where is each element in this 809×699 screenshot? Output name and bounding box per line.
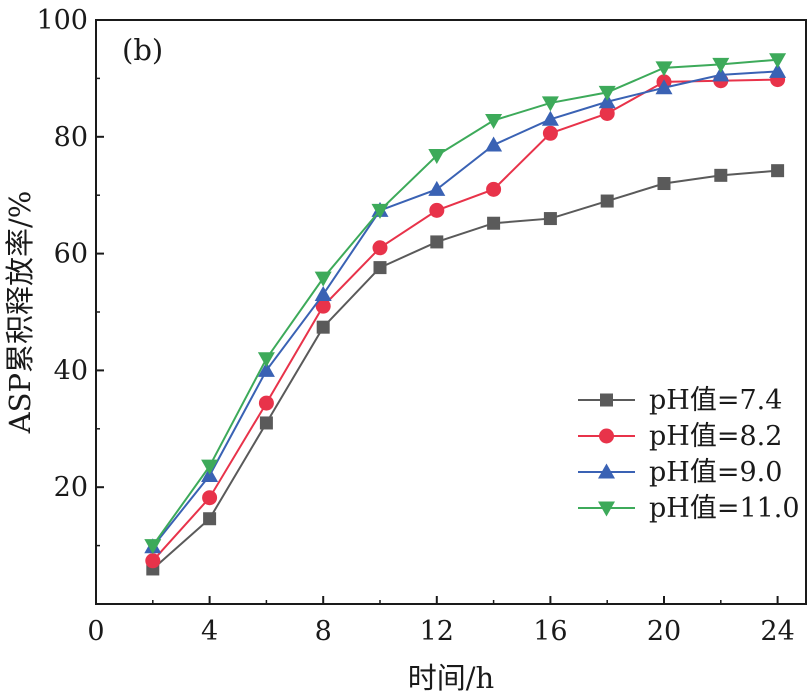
data-point (486, 181, 502, 197)
data-point (657, 177, 671, 191)
data-point (202, 490, 218, 506)
series-layer (144, 53, 787, 576)
legend-item: pH值=11.0 (578, 493, 800, 524)
data-point (314, 271, 332, 287)
data-point (314, 285, 332, 301)
legend-marker (599, 428, 614, 444)
legend-marker (598, 463, 615, 479)
data-point (430, 235, 444, 249)
data-point (201, 459, 219, 475)
data-point (316, 320, 330, 334)
series-line (151, 58, 778, 547)
y-tick-label: 80 (54, 122, 88, 153)
data-point (600, 194, 614, 208)
data-point (145, 553, 161, 569)
x-axis-label: 时间/h (408, 661, 494, 695)
data-point (259, 416, 273, 430)
series-line (152, 78, 778, 562)
legend-marker (598, 501, 615, 517)
legend: pH值=7.4 pH值=8.2 pH值=9.0 pH值=11.0 (578, 385, 800, 524)
data-point (712, 66, 730, 82)
data-point (598, 85, 616, 101)
panel-label: (b) (122, 33, 163, 67)
data-point (542, 125, 558, 141)
data-point (258, 395, 274, 411)
legend-item: pH值=8.2 (578, 421, 782, 452)
x-tick-label: 4 (201, 616, 218, 647)
x-tick-label: 8 (315, 616, 332, 647)
x-tick-label: 0 (87, 616, 104, 647)
data-point (487, 216, 501, 230)
data-point (541, 110, 559, 126)
data-point (315, 298, 331, 314)
data-point (771, 164, 785, 178)
legend-label: pH值=8.2 (649, 421, 782, 452)
data-point (714, 168, 728, 182)
series-2 (145, 72, 786, 569)
legend-label: pH值=11.0 (649, 493, 800, 524)
data-point (429, 202, 445, 218)
y-axis: 20 40 60 80 100 (36, 5, 104, 547)
data-point (373, 261, 387, 275)
legend-label: pH值=9.0 (649, 457, 782, 488)
data-point (428, 148, 446, 164)
data-point (257, 352, 275, 368)
data-point (655, 61, 673, 77)
data-point (712, 57, 730, 73)
y-tick-label: 40 (54, 355, 88, 386)
data-point (599, 105, 615, 121)
data-point (144, 539, 162, 555)
x-axis: 0 4 8 12 16 20 24 (87, 596, 795, 647)
data-point (485, 136, 503, 152)
series-4 (144, 53, 787, 555)
x-tick-label: 16 (533, 616, 567, 647)
data-point (485, 113, 503, 129)
data-point (655, 79, 673, 95)
data-point (371, 203, 389, 219)
y-tick-label: 100 (36, 5, 88, 36)
legend-marker (600, 393, 613, 407)
x-tick-label: 20 (647, 616, 681, 647)
x-tick-label: 12 (420, 616, 454, 647)
data-point (372, 240, 388, 256)
legend-item: pH值=7.4 (578, 385, 782, 416)
legend-item: pH值=9.0 (578, 457, 782, 488)
data-point (541, 96, 559, 112)
series-line (152, 70, 778, 548)
series-3 (144, 62, 787, 554)
data-point (428, 180, 446, 196)
series-line (152, 169, 778, 570)
data-point (257, 361, 275, 377)
data-point (203, 512, 217, 526)
y-tick-label: 60 (54, 239, 88, 270)
data-point (769, 53, 787, 69)
y-axis-label: ASP累积释放率/% (3, 191, 37, 435)
legend-label: pH值=7.4 (649, 385, 782, 416)
y-tick-label: 20 (54, 472, 88, 503)
x-tick-label: 24 (760, 616, 794, 647)
data-point (543, 212, 557, 226)
series-1 (146, 164, 785, 576)
data-point (769, 62, 787, 78)
